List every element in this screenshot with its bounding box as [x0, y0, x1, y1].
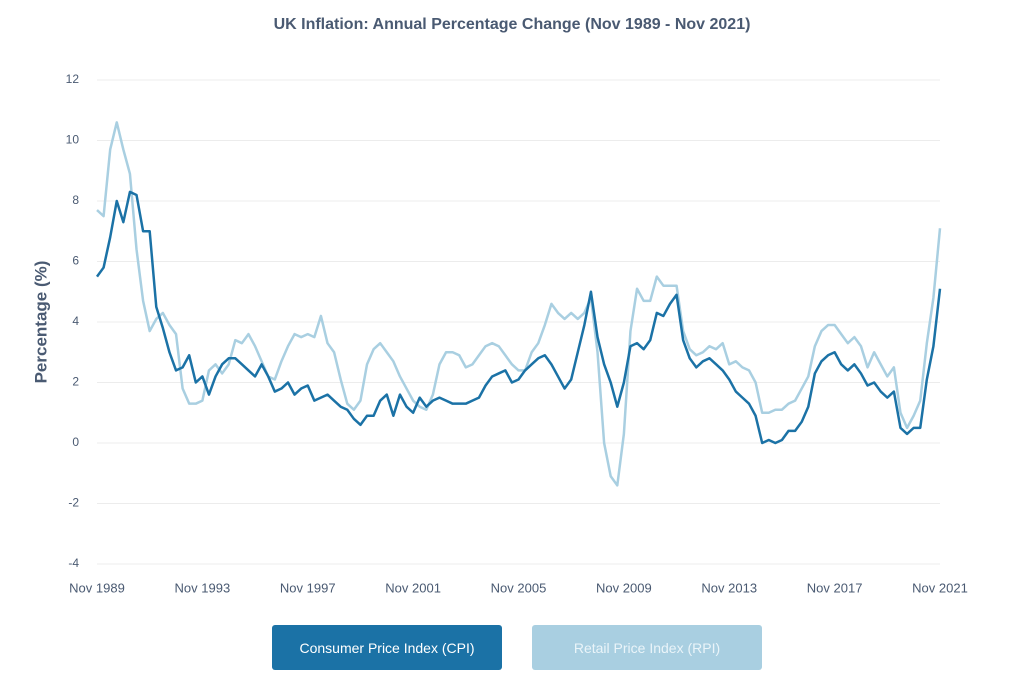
y-tick-label: 4: [72, 314, 79, 328]
series-line: [96, 121, 942, 487]
series-line: [95, 190, 942, 445]
y-tick-label: 0: [72, 435, 79, 449]
y-tick-label: 6: [72, 254, 79, 268]
x-tick-label: Nov 2017: [807, 580, 863, 595]
legend-button[interactable]: Retail Price Index (RPI): [532, 625, 762, 670]
legend-button[interactable]: Consumer Price Index (CPI): [272, 625, 502, 670]
x-tick-label: Nov 2001: [385, 580, 441, 595]
y-tick-label: 2: [72, 375, 79, 389]
y-tick-label: 12: [66, 72, 80, 86]
x-tick-label: Nov 1989: [69, 580, 125, 595]
x-tick-label: Nov 2005: [491, 580, 547, 595]
x-tick-label: Nov 2013: [701, 580, 757, 595]
y-tick-label: 10: [66, 133, 80, 147]
x-tick-label: Nov 2021: [912, 580, 968, 595]
y-tick-label: -2: [68, 496, 79, 510]
y-tick-label: -4: [68, 556, 79, 570]
y-tick-label: 8: [72, 193, 79, 207]
x-tick-label: Nov 1993: [175, 580, 231, 595]
x-tick-label: Nov 1997: [280, 580, 336, 595]
y-axis-title: Percentage (%): [31, 261, 50, 384]
x-tick-label: Nov 2009: [596, 580, 652, 595]
chart-title: UK Inflation: Annual Percentage Change (…: [274, 16, 751, 33]
